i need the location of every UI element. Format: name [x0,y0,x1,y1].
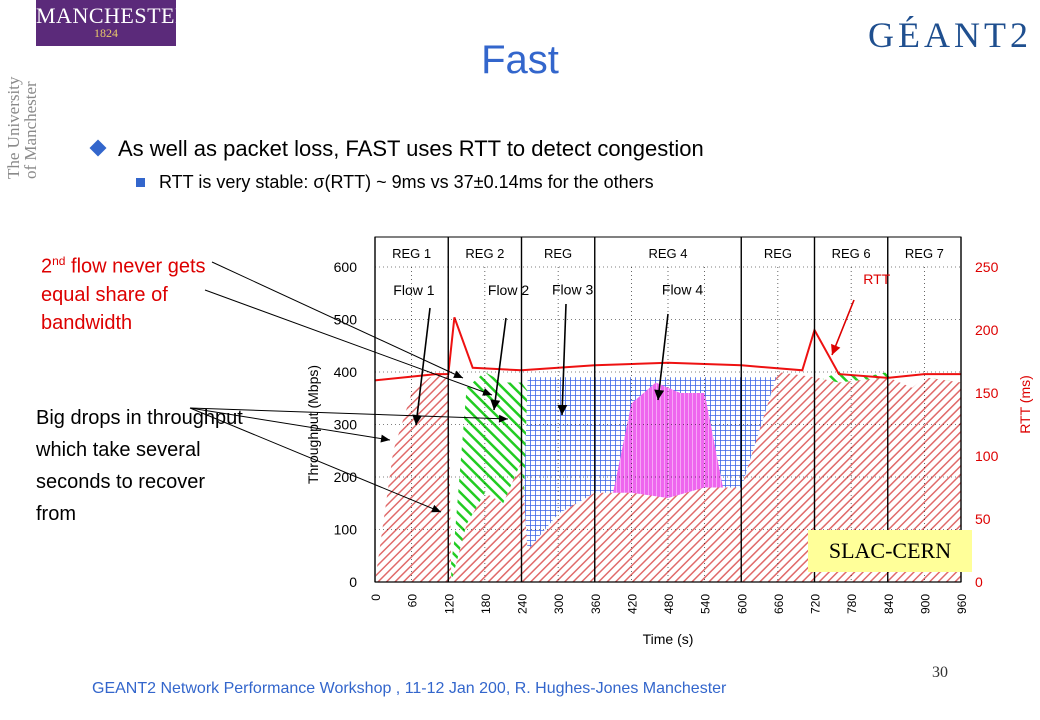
region-label: REG 1 [392,246,431,261]
x-tick: 60 [406,594,420,608]
callout-arrowhead-icon [380,434,390,443]
region-label: REG 2 [465,246,504,261]
callout-line [204,289,493,396]
y-axis-label-right: RTT (ms) [1017,375,1033,434]
slac-cern-label: SLAC-CERN [808,530,972,572]
x-tick: 300 [552,594,566,614]
x-tick: 360 [589,594,603,614]
arrowhead-icon [490,399,501,410]
callout-arrowhead-icon [498,414,508,423]
arrowhead-icon [654,389,665,400]
manchester-logo-name: MANCHESTER [36,3,191,28]
region-label: REG 6 [832,246,871,261]
x-axis-label: Time (s) [643,631,694,647]
annotation-arrow [657,313,669,401]
page-number: 30 [932,664,948,681]
axes-layer [374,237,962,583]
x-tick: 480 [662,594,676,614]
y-tick-right: 250 [975,259,999,275]
x-tick: 900 [918,594,932,614]
bullet-sub-text: RTT is very stable: σ(RTT) ~ 9ms vs 37±0… [159,172,654,192]
region-label: REG 7 [905,246,944,261]
region-label: REG 4 [648,246,687,261]
arrowhead-icon [557,404,568,415]
series-line-rtt [374,317,961,382]
y-tick-left: 300 [334,417,358,433]
y-tick-right: 50 [975,511,991,527]
callout-line [189,407,509,420]
annotation-label: Flow 3 [552,281,593,297]
x-tick: 780 [845,594,859,614]
callout-line [189,407,442,513]
geant-logo: GÉANT2 [868,15,1032,55]
slide-title: Fast [481,38,559,82]
callout-arrowhead-icon [482,388,492,396]
x-tick: 840 [882,594,896,614]
x-tick: 960 [955,594,969,614]
manchester-logo: MANCHESTER 1824 [36,0,191,46]
callout-line [211,261,464,379]
region-label: REG [544,246,572,261]
arrowhead-icon [412,414,423,425]
bullet-sub: RTT is very stable: σ(RTT) ~ 9ms vs 37±0… [136,172,654,193]
callout-arrowhead-icon [453,370,463,378]
y-axis-label-left: Throughput (Mbps) [305,365,321,484]
annotation-second-flow-post: flow never gets equal share of bandwidth [41,255,206,334]
callout-arrowhead-icon [431,504,441,513]
y-tick-left: 200 [334,469,358,485]
x-tick: 120 [442,594,456,614]
annotation-second-flow-pre: 2 [41,255,53,278]
arrows-layer [189,261,855,513]
annotation-big-drops: Big drops in throughput which take sever… [36,407,243,525]
annotation-label: Flow 4 [662,281,703,297]
manchester-logo-year: 1824 [94,26,118,40]
x-tick: 240 [516,594,530,614]
bullet-main-text: As well as packet loss, FAST uses RTT to… [118,136,704,161]
annotation-arrow [415,307,431,426]
y-tick-right: 150 [975,385,999,401]
annotation-second-flow-sup: nd [52,254,66,268]
arrowhead-icon [831,343,841,355]
y-tick-left: 100 [334,522,358,538]
x-tick: 660 [772,594,786,614]
x-tick: 180 [479,594,493,614]
annotation-label: Flow 1 [393,282,434,298]
y-tick-left: 400 [334,364,358,380]
bullet-main: As well as packet loss, FAST uses RTT to… [89,136,704,162]
annotation-label: Flow 2 [488,282,529,298]
region-label: REG [764,246,792,261]
callout-line [189,407,391,441]
y-tick-left: 600 [334,259,358,275]
labels-layer: REG 1 REG 2 REG REG 4 REG REG 6 REG 7 0 100 200 30… [305,246,1033,647]
y-tick-left: 0 [349,574,357,590]
y-tick-right: 100 [975,448,999,464]
x-tick: 0 [369,594,383,601]
annotation-arrow [493,317,507,411]
annotation-label: RTT [863,271,890,287]
x-tick: 720 [809,594,823,614]
annotation-arrow [561,303,567,416]
y-tick-right: 200 [975,322,999,338]
square-bullet-icon [136,178,145,187]
slide-footer: GEANT2 Network Performance Workshop , 11… [92,680,727,697]
annotation-second-flow: 2nd flow never gets equal share of bandw… [41,247,251,337]
x-tick: 540 [699,594,713,614]
y-tick-left: 500 [334,312,358,328]
x-tick: 600 [735,594,749,614]
y-tick-right: 0 [975,574,983,590]
x-tick: 420 [625,594,639,614]
